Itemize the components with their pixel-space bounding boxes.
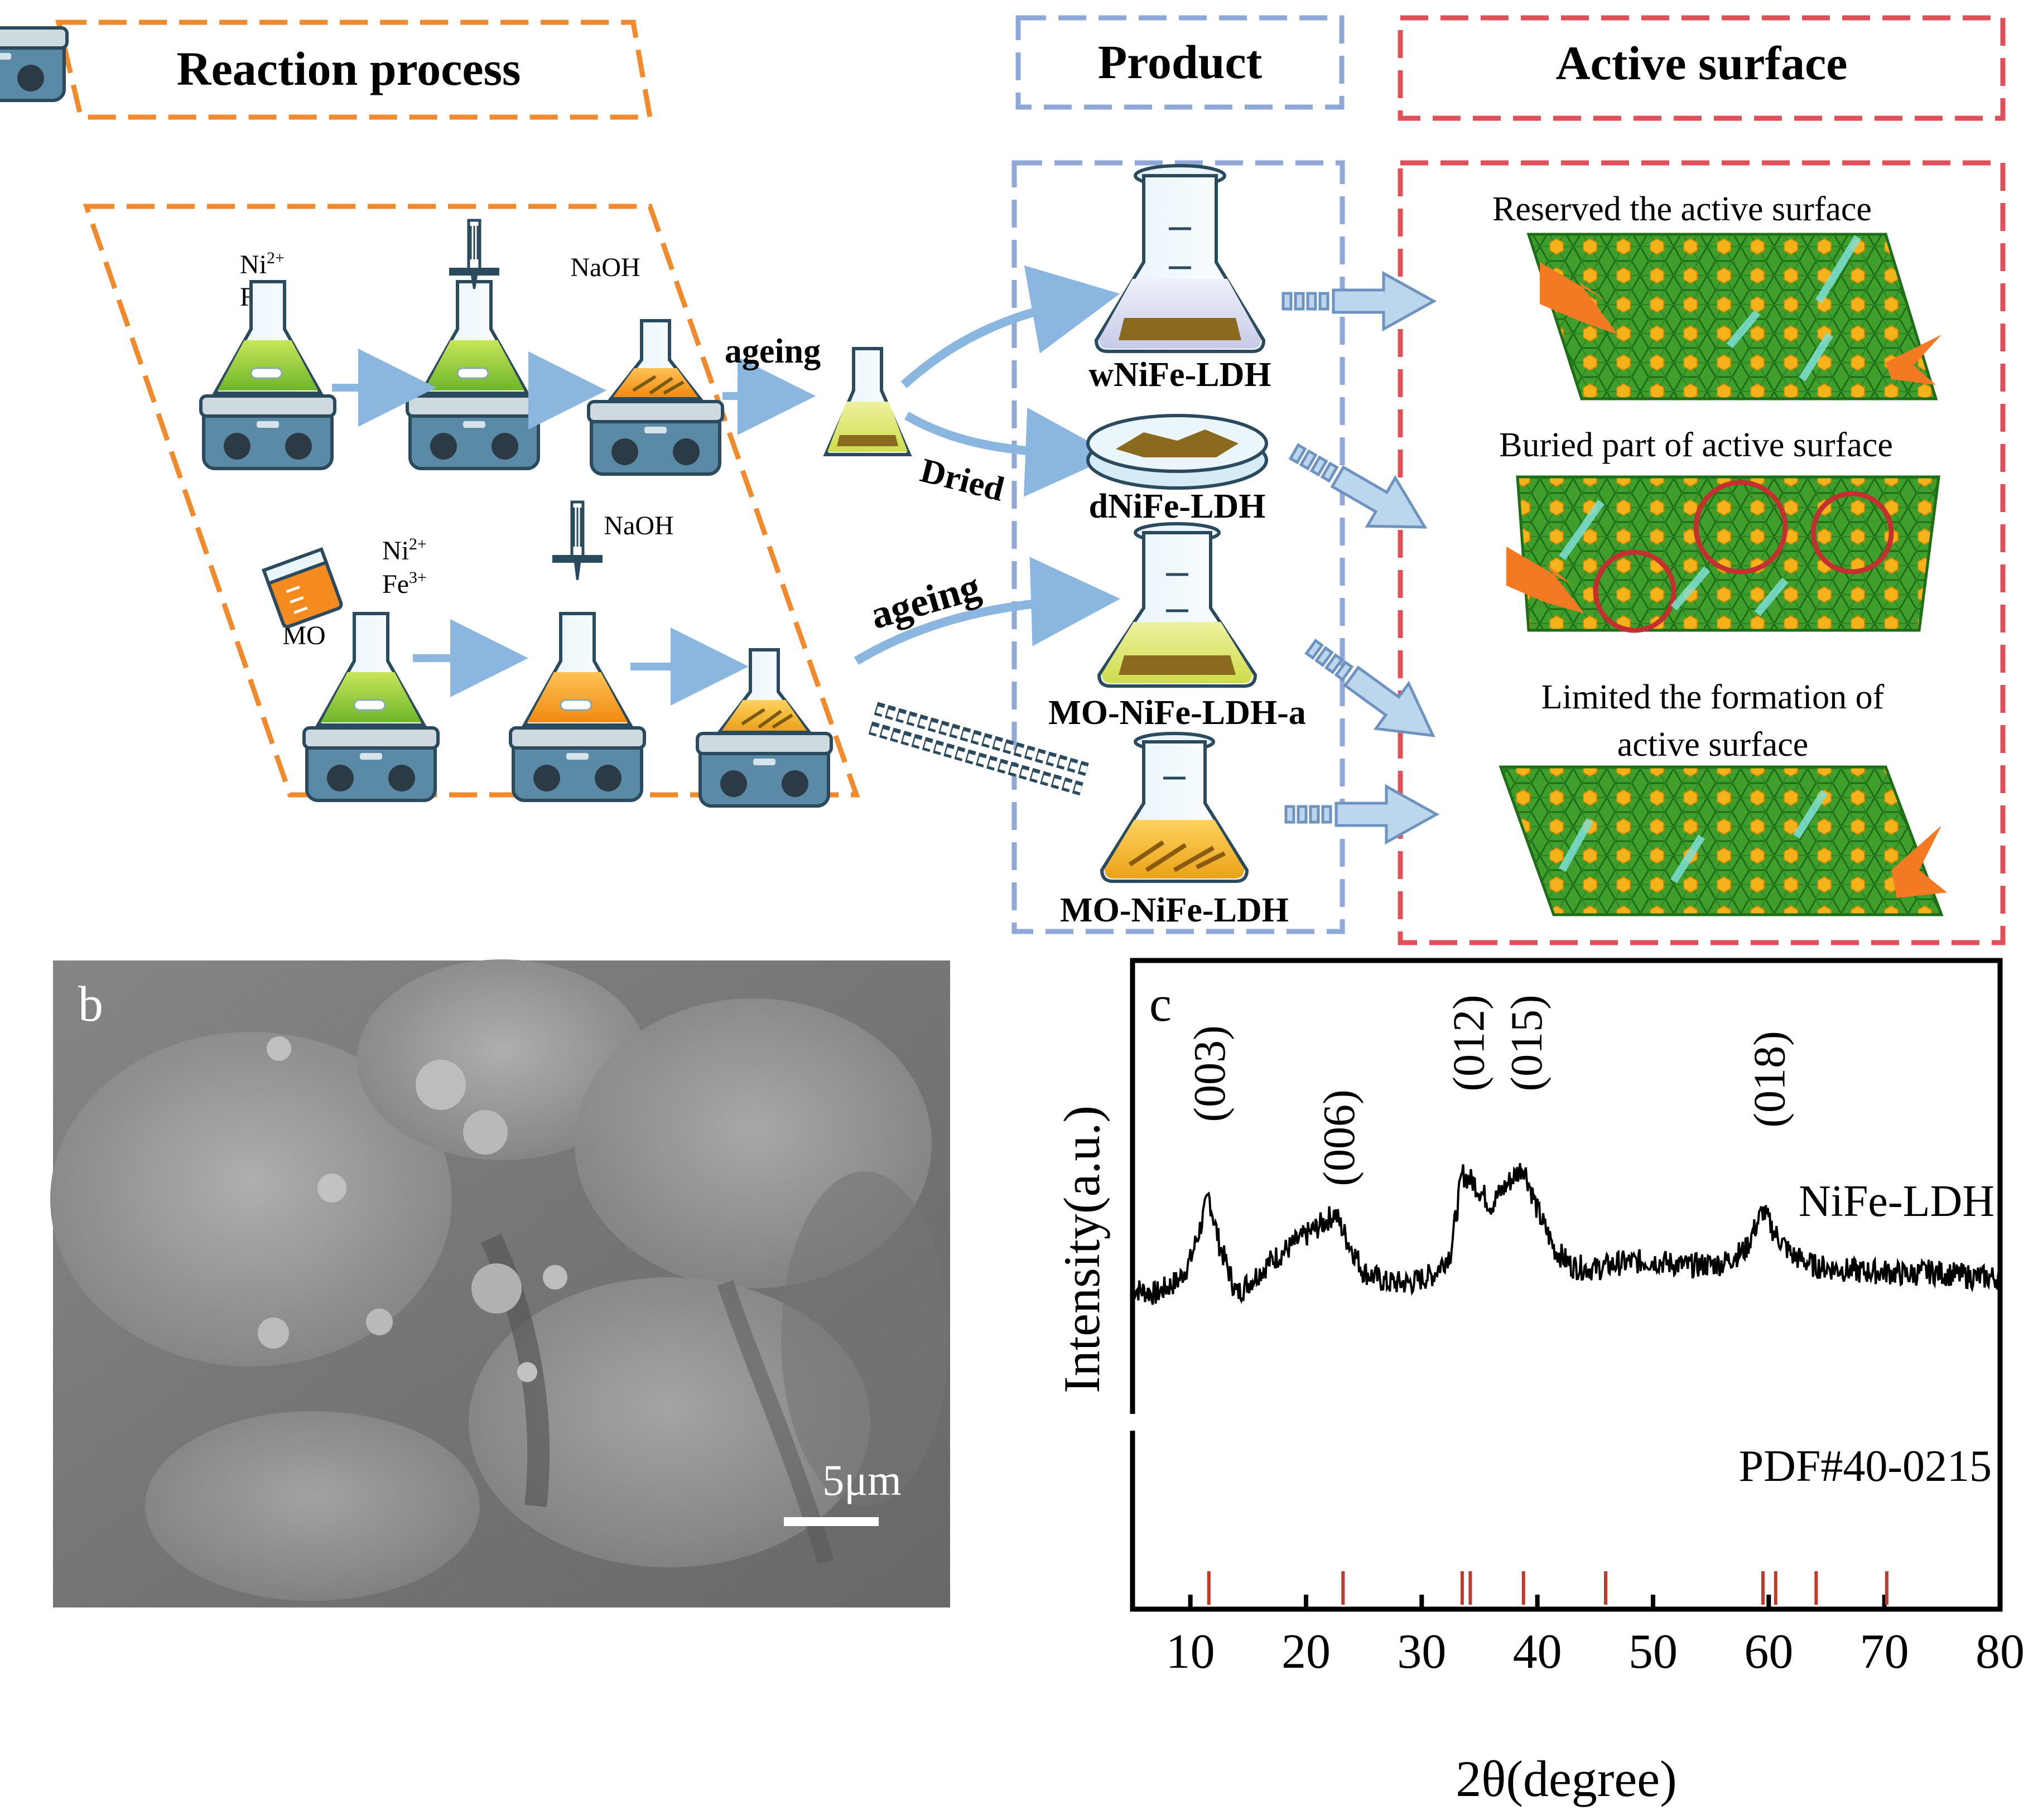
reaction-area xyxy=(83,204,860,798)
burette-icon xyxy=(552,500,603,580)
product-to-surface-arrows xyxy=(1281,271,1440,845)
header-box-active xyxy=(1398,15,2006,121)
y-axis-label: Intensity(a.u.) xyxy=(1053,1105,1110,1393)
row2-fe: Fe xyxy=(382,569,409,599)
active-area xyxy=(1398,160,2006,945)
surface-3 xyxy=(1499,765,1947,916)
aged-flask xyxy=(823,347,912,456)
row1-arrows xyxy=(332,349,816,435)
peak-label-003: (003) xyxy=(1186,1025,1235,1122)
row2-flask-2 xyxy=(510,500,644,800)
x-axis-label: 2θ(degree) xyxy=(1456,1750,1676,1807)
product-label-4: MO-NiFe-LDH xyxy=(1060,891,1289,929)
arrow-to-mo-nife-a xyxy=(854,557,1120,665)
row1-reagents: Ni2+ Fe3+ NaOH xyxy=(240,249,640,312)
row1-flask-2 xyxy=(407,219,541,469)
mo-beaker-icon xyxy=(261,547,343,629)
row2-fe-charge: 3+ xyxy=(409,568,427,587)
surface-label-3a: Limited the formation of xyxy=(1541,678,1885,716)
svg-text:Ni2+: Ni2+ xyxy=(382,535,427,566)
x-tick-label-30: 30 xyxy=(1397,1625,1446,1679)
header-active: Active surface xyxy=(1556,36,1848,90)
product-label-3: MO-NiFe-LDH-a xyxy=(1048,694,1305,732)
surface-label-1: Reserved the active surface xyxy=(1492,190,1872,228)
peak-label-015: (015) xyxy=(1502,995,1552,1091)
header-product: Product xyxy=(1098,35,1263,89)
x-tick-label-60: 60 xyxy=(1744,1625,1793,1679)
row1-dried-label: Dried xyxy=(917,451,1008,509)
panel-b-label: b xyxy=(78,977,103,1032)
x-tick-label-10: 10 xyxy=(1166,1625,1215,1679)
surface-1 xyxy=(1526,233,1941,400)
panel-b: b 5μm xyxy=(50,959,950,1607)
svg-text:Ni2+: Ni2+ xyxy=(240,249,285,279)
product-label-1: wNiFe-LDH xyxy=(1088,356,1271,394)
surface-label-3b: active surface xyxy=(1617,726,1808,764)
surface-2 xyxy=(1506,475,1940,633)
arrow-to-mo-nife-ldh xyxy=(868,702,1090,796)
row2-arrows xyxy=(413,619,749,706)
product-label-2: dNiFe-LDH xyxy=(1089,487,1266,525)
row2-reagents: MO Ni2+ Fe3+ NaOH xyxy=(282,511,673,650)
series-line-nife-ldh xyxy=(1131,1163,2001,1305)
svg-text:Fe3+: Fe3+ xyxy=(382,568,427,599)
x-tick-label-70: 70 xyxy=(1860,1625,1909,1679)
peak-label-018: (018) xyxy=(1745,1031,1794,1127)
peak-label-006: (006) xyxy=(1315,1089,1364,1186)
axis-gap xyxy=(1129,1414,1137,1431)
arrow-to-dnife xyxy=(904,407,1115,497)
plot-frame xyxy=(1130,958,2003,1612)
product-mo-nife-a-flask xyxy=(1097,522,1258,688)
row1-ni-charge: 2+ xyxy=(267,249,285,267)
x-tick-label-50: 50 xyxy=(1629,1625,1678,1679)
row2-flask-3 xyxy=(697,648,831,806)
header-reaction: Reaction process xyxy=(176,42,521,95)
header-box-reaction xyxy=(55,20,653,120)
scale-bar-label: 5μm xyxy=(822,1456,902,1504)
product-dnife-dish xyxy=(1086,414,1268,490)
row2-ni: Ni xyxy=(382,536,409,566)
product-mo-nife-flask xyxy=(1100,732,1249,883)
xrd-chart: 10 20 30 40 50 60 70 80 2θ(degree) Intensity(a.u.… xyxy=(1053,958,2025,1807)
peak-label-012: (012) xyxy=(1444,995,1493,1091)
surface-label-2: Buried part of active surface xyxy=(1499,426,1893,464)
x-tick-label-80: 80 xyxy=(1976,1625,2025,1679)
row1-flask-3 xyxy=(589,319,722,474)
x-tick-label-20: 20 xyxy=(1281,1625,1331,1679)
series-label: NiFe-LDH xyxy=(1799,1177,1994,1226)
row1-flask-1 xyxy=(201,280,335,469)
panel-a: a Reaction process Product Active surfac… xyxy=(0,15,2006,945)
product-wnife-flask xyxy=(1094,164,1266,353)
row2-naoh: NaOH xyxy=(604,511,673,540)
row1-ageing-label: ageing xyxy=(725,332,821,370)
header-box-product xyxy=(1015,15,1345,110)
row1-naoh: NaOH xyxy=(570,253,640,282)
row2-flask-1 xyxy=(304,612,438,800)
panel-c: c 10 20 30 40 50 60 70 80 2θ(degree) Intensity(a.… xyxy=(1053,958,2025,1807)
arrow-to-wnife xyxy=(900,265,1120,388)
product-area xyxy=(1011,160,1345,934)
panel-c-label: c xyxy=(1149,977,1172,1032)
row1-ni: Ni xyxy=(240,250,267,279)
reference-label: PDF#40-0215 xyxy=(1739,1442,1992,1491)
row2-ni-charge: 2+ xyxy=(409,535,427,553)
x-tick-label-40: 40 xyxy=(1513,1625,1562,1679)
scale-bar xyxy=(784,1517,879,1526)
burette-icon xyxy=(449,219,499,289)
